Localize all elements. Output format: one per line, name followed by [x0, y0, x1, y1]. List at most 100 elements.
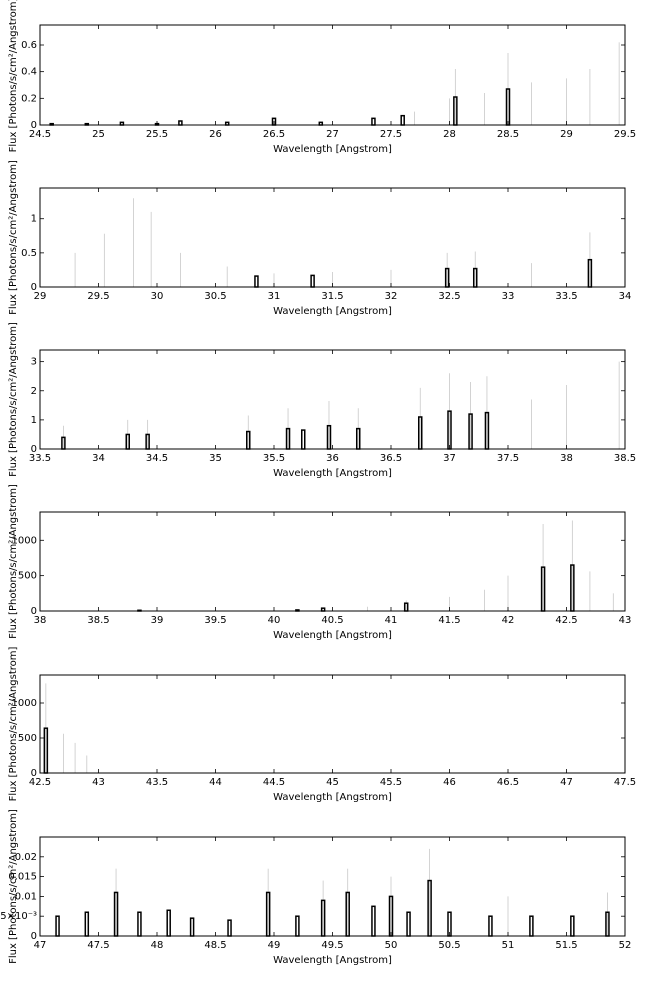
y-tick-label: 500	[18, 733, 37, 744]
x-tick-label: 45.5	[380, 777, 402, 788]
flux-bar	[529, 915, 534, 937]
flux-bar	[400, 114, 405, 126]
flux-bar	[137, 911, 142, 937]
flux-bar	[254, 275, 259, 288]
x-tick-label: 35.5	[263, 453, 285, 464]
flux-bar	[310, 274, 315, 288]
x-axis-label: Wavelength [Angstrom]	[273, 630, 392, 641]
x-tick-label: 43.5	[146, 777, 168, 788]
x-axis-label: Wavelength [Angstrom]	[273, 468, 392, 479]
flux-bar	[371, 117, 376, 126]
x-tick-label: 31.5	[321, 291, 343, 302]
y-axis-label: Flux [Photons/s/cm²/Angstrom]	[8, 809, 19, 964]
x-tick-label: 27.5	[380, 129, 402, 140]
plot-frame	[39, 24, 626, 126]
panel-3: 33.5 34 34.5 35 35.5 36 36.5 37 37.5 38 38.5 0 1 2 3 Wa…	[8, 322, 636, 479]
x-tick-label: 47.5	[614, 777, 636, 788]
x-tick-label: 28	[443, 129, 456, 140]
y-tick-label: 0.01	[15, 891, 37, 902]
y-axis-label: Flux [Photons/s/cm²/Angstrom]	[8, 647, 19, 802]
x-tick-label: 43	[92, 777, 105, 788]
x-tick-label: 44.5	[263, 777, 285, 788]
flux-bar	[189, 917, 195, 937]
y-tick-label: 0.015	[8, 872, 37, 883]
x-tick-label: 33.5	[555, 291, 577, 302]
x-tick-label: 29.5	[87, 291, 109, 302]
x-tick-label: 36	[326, 453, 339, 464]
y-tick-label: 2	[31, 386, 37, 397]
x-tick-label: 42.5	[555, 615, 577, 626]
x-tick-label: 41.5	[438, 615, 460, 626]
y-tick-label: 0	[31, 606, 37, 617]
y-tick-label: 0	[31, 282, 37, 293]
x-tick-label: 39.5	[204, 615, 226, 626]
x-tick-label: 45	[326, 777, 339, 788]
y-tick-label: 0.4	[21, 67, 37, 78]
x-tick-label: 38	[34, 615, 47, 626]
y-tick-label: 0	[31, 931, 37, 942]
x-tick-label: 47	[560, 777, 573, 788]
x-tick-label: 44	[209, 777, 222, 788]
y-tick-label: 1	[31, 415, 37, 426]
flux-bar	[55, 915, 60, 937]
y-axis-label: Flux [Photons/s/cm²/Angstrom]	[8, 0, 19, 152]
flux-bar	[570, 915, 575, 937]
x-tick-label: 26	[209, 129, 222, 140]
x-tick-label: 39	[151, 615, 164, 626]
x-tick-label: 25.5	[146, 129, 168, 140]
x-tick-label: 52	[619, 940, 632, 951]
y-tick-label: 0.2	[21, 93, 37, 104]
x-tick-label: 37.5	[497, 453, 519, 464]
x-tick-label: 42.5	[29, 777, 51, 788]
x-axis-label: Wavelength [Angstrom]	[273, 955, 392, 966]
x-tick-label: 26.5	[263, 129, 285, 140]
x-tick-label: 46.5	[497, 777, 519, 788]
x-tick-label: 24.5	[29, 129, 51, 140]
panel-4: 38 38.5 39 39.5 40 40.5 41 41.5 42 42.5 43 0 500 1000…	[8, 484, 631, 641]
flux-bar	[488, 915, 493, 937]
x-tick-label: 47	[34, 940, 47, 951]
y-tick-label: 5×10⁻³	[0, 911, 37, 922]
x-tick-label: 38.5	[87, 615, 109, 626]
x-tick-label: 50.5	[438, 940, 460, 951]
y-tick-label: 0.02	[15, 852, 37, 863]
flux-bar	[371, 905, 376, 937]
plot-frame	[39, 674, 626, 774]
flux-bar	[84, 911, 90, 937]
plot-frame	[39, 511, 626, 612]
y-tick-label: 1	[31, 214, 37, 225]
x-tick-label: 49	[268, 940, 281, 951]
x-tick-label: 29	[34, 291, 47, 302]
x-tick-label: 50	[385, 940, 398, 951]
y-tick-label: 1000	[12, 698, 37, 709]
panel-2: 29 29.5 30 30.5 31 31.5 32 32.5 33 33.5 34 0 0.5 1 Wav…	[8, 160, 631, 317]
x-tick-label: 32	[385, 291, 398, 302]
y-tick-label: 0.6	[21, 40, 37, 51]
panel-5: 42.5 43 43.5 44 44.5 45 45.5 46 46.5 47 47.5 0 500 10…	[8, 647, 636, 803]
x-tick-label: 41	[385, 615, 398, 626]
y-axis-label: Flux [Photons/s/cm²/Angstrom]	[8, 322, 19, 477]
x-tick-label: 31	[268, 291, 281, 302]
flux-bar	[227, 919, 232, 937]
panel-6: 47 47.5 48 48.5 49 49.5 50 50.5 51 51.5 52 0 5×10⁻³ 0…	[0, 809, 631, 966]
y-tick-label: 0.5	[21, 248, 37, 259]
flux-bar	[178, 120, 183, 126]
y-tick-label: 1000	[12, 535, 37, 546]
x-tick-label: 30.5	[204, 291, 226, 302]
x-tick-label: 49.5	[321, 940, 343, 951]
x-tick-label: 40	[268, 615, 281, 626]
x-tick-label: 42	[502, 615, 515, 626]
x-tick-label: 51.5	[555, 940, 577, 951]
x-tick-label: 46	[443, 777, 456, 788]
flux-bar	[166, 909, 171, 937]
flux-bar	[406, 911, 411, 937]
x-tick-label: 33.5	[29, 453, 51, 464]
x-tick-label: 34	[92, 453, 105, 464]
x-tick-label: 32.5	[438, 291, 460, 302]
x-axis-label: Wavelength [Angstrom]	[273, 792, 392, 803]
x-tick-label: 34.5	[146, 453, 168, 464]
y-tick-label: 0	[31, 120, 37, 131]
x-tick-label: 38	[560, 453, 573, 464]
x-axis-label: Wavelength [Angstrom]	[273, 306, 392, 317]
